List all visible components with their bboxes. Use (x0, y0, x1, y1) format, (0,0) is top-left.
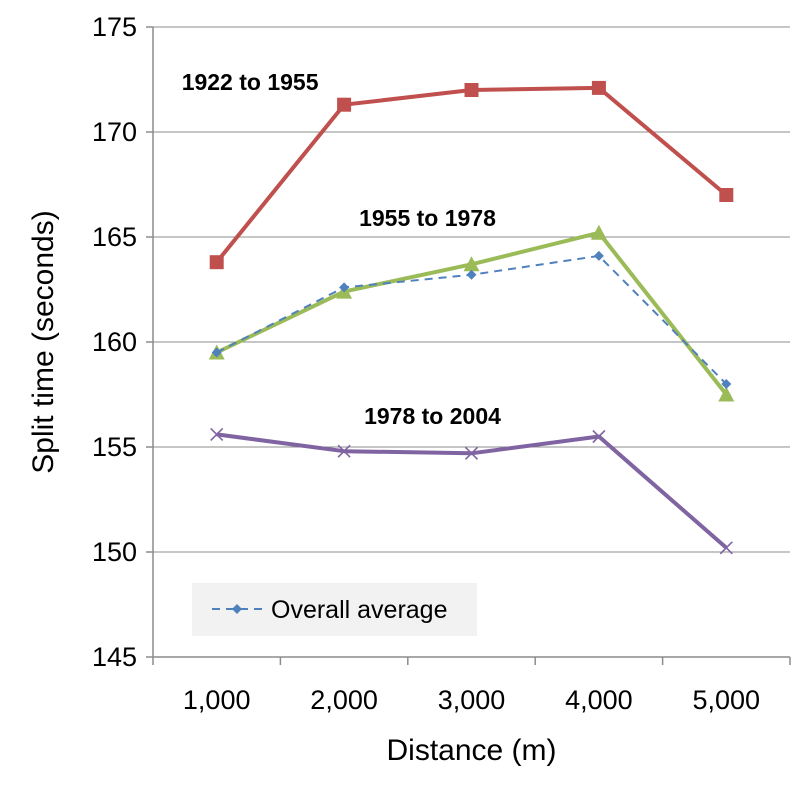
data-point-1955-to-1978 (463, 256, 480, 272)
y-tick-label: 175 (92, 12, 137, 42)
data-point-1955-to-1978 (590, 224, 607, 240)
y-tick-label: 145 (92, 642, 137, 672)
x-tick-label: 4,000 (565, 685, 633, 715)
annotation-1955-to-1978: 1955 to 1978 (359, 205, 496, 231)
data-point-overall-average (593, 250, 604, 261)
annotation-1978-to-2004: 1978 to 2004 (364, 403, 501, 429)
x-axis-title: Distance (m) (386, 734, 556, 767)
series-line-1922-to-1955 (215, 85, 728, 264)
series-1922-to-1955 (209, 80, 734, 270)
data-point-1978-to-2004 (337, 444, 351, 458)
grid-lines (153, 26, 790, 553)
x-tick-label: 1,000 (183, 685, 251, 715)
annotation-1922-to-1955: 1922 to 1955 (182, 69, 319, 95)
data-point-1922-to-1955 (464, 83, 479, 97)
legend-marker-diamond (232, 604, 242, 614)
y-tick-label: 150 (92, 537, 137, 567)
axes (146, 26, 791, 665)
tick-labels: 145 150 155 160 165 170 175 1,000 2,000 3,000 4,00… (92, 12, 760, 715)
legend: Overall average (192, 583, 477, 636)
x-tick-label: 2,000 (310, 685, 378, 715)
data-point-1978-to-2004 (719, 541, 733, 555)
data-point-overall-average (211, 347, 222, 358)
x-tick-label: 3,000 (438, 685, 506, 715)
legend-label-overall-average: Overall average (271, 596, 447, 624)
y-tick-label: 160 (92, 327, 137, 357)
x-tick-label: 5,000 (693, 685, 761, 715)
series-1978-to-2004 (210, 427, 733, 555)
data-point-1978-to-2004 (210, 427, 224, 441)
data-point-overall-average (339, 282, 350, 293)
data-point-1978-to-2004 (592, 429, 606, 444)
series-line-1978-to-2004 (216, 432, 728, 550)
data-point-overall-average (466, 269, 477, 280)
y-axis-title: Split time (seconds) (27, 210, 60, 473)
y-tick-label: 165 (92, 222, 137, 252)
series-layer (208, 80, 735, 555)
data-point-overall-average (721, 379, 732, 389)
data-point-1922-to-1955 (337, 97, 352, 112)
data-point-1978-to-2004 (464, 446, 479, 460)
y-tick-label: 170 (92, 117, 137, 147)
data-point-1922-to-1955 (591, 80, 606, 95)
data-point-1955-to-1978 (718, 386, 735, 402)
data-point-1922-to-1955 (719, 188, 734, 202)
series-overall-average (211, 250, 732, 389)
y-tick-label: 155 (92, 432, 137, 462)
data-point-1922-to-1955 (209, 255, 224, 270)
